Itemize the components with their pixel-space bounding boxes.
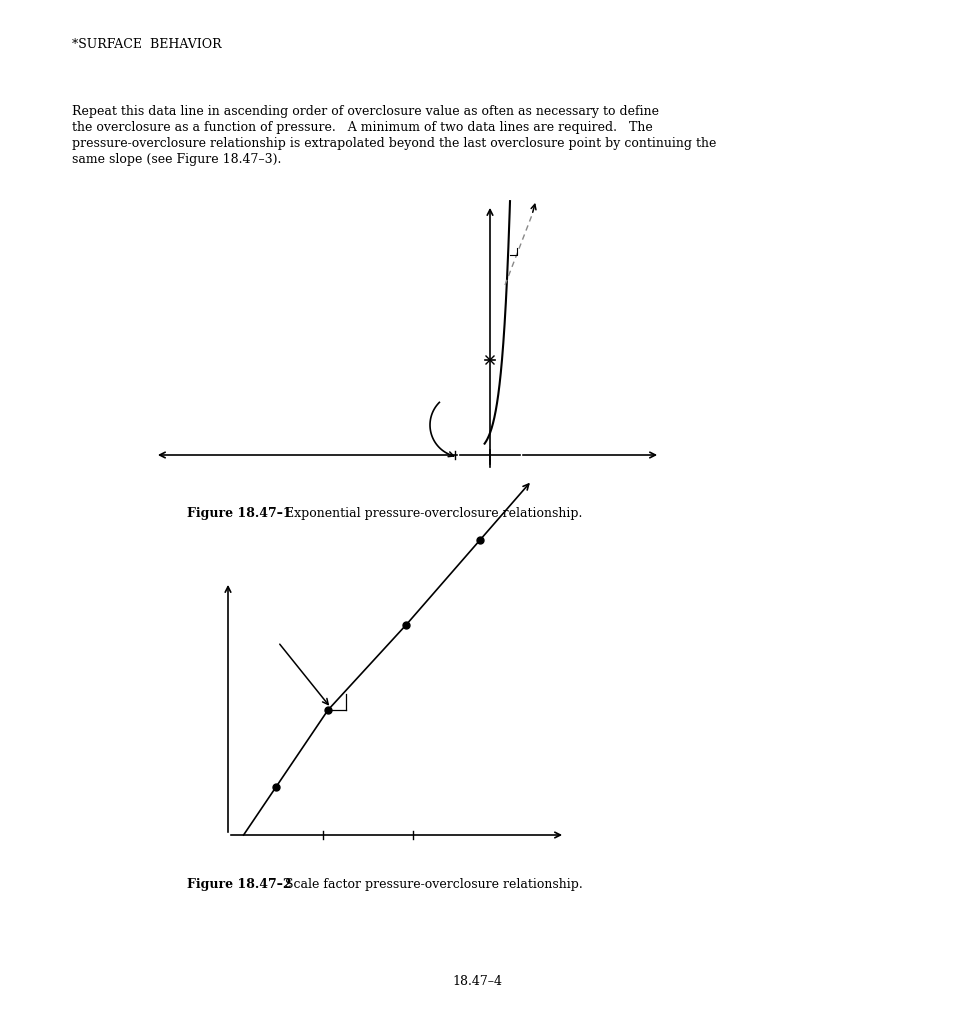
Text: *SURFACE  BEHAVIOR: *SURFACE BEHAVIOR <box>71 38 221 51</box>
Text: Repeat this data line in ascending order of overclosure value as often as necess: Repeat this data line in ascending order… <box>71 105 659 118</box>
Text: Figure 18.47–1: Figure 18.47–1 <box>187 507 292 520</box>
Text: 18.47–4: 18.47–4 <box>452 975 501 988</box>
Text: pressure-overclosure relationship is extrapolated beyond the last overclosure po: pressure-overclosure relationship is ext… <box>71 137 716 150</box>
Text: Exponential pressure-overclosure relationship.: Exponential pressure-overclosure relatio… <box>269 507 581 520</box>
Text: the overclosure as a function of pressure.   A minimum of two data lines are req: the overclosure as a function of pressur… <box>71 121 652 134</box>
Text: same slope (see Figure 18.47–3).: same slope (see Figure 18.47–3). <box>71 153 281 166</box>
Text: Figure 18.47–2: Figure 18.47–2 <box>187 878 292 891</box>
Text: Scale factor pressure-overclosure relationship.: Scale factor pressure-overclosure relati… <box>269 878 582 891</box>
